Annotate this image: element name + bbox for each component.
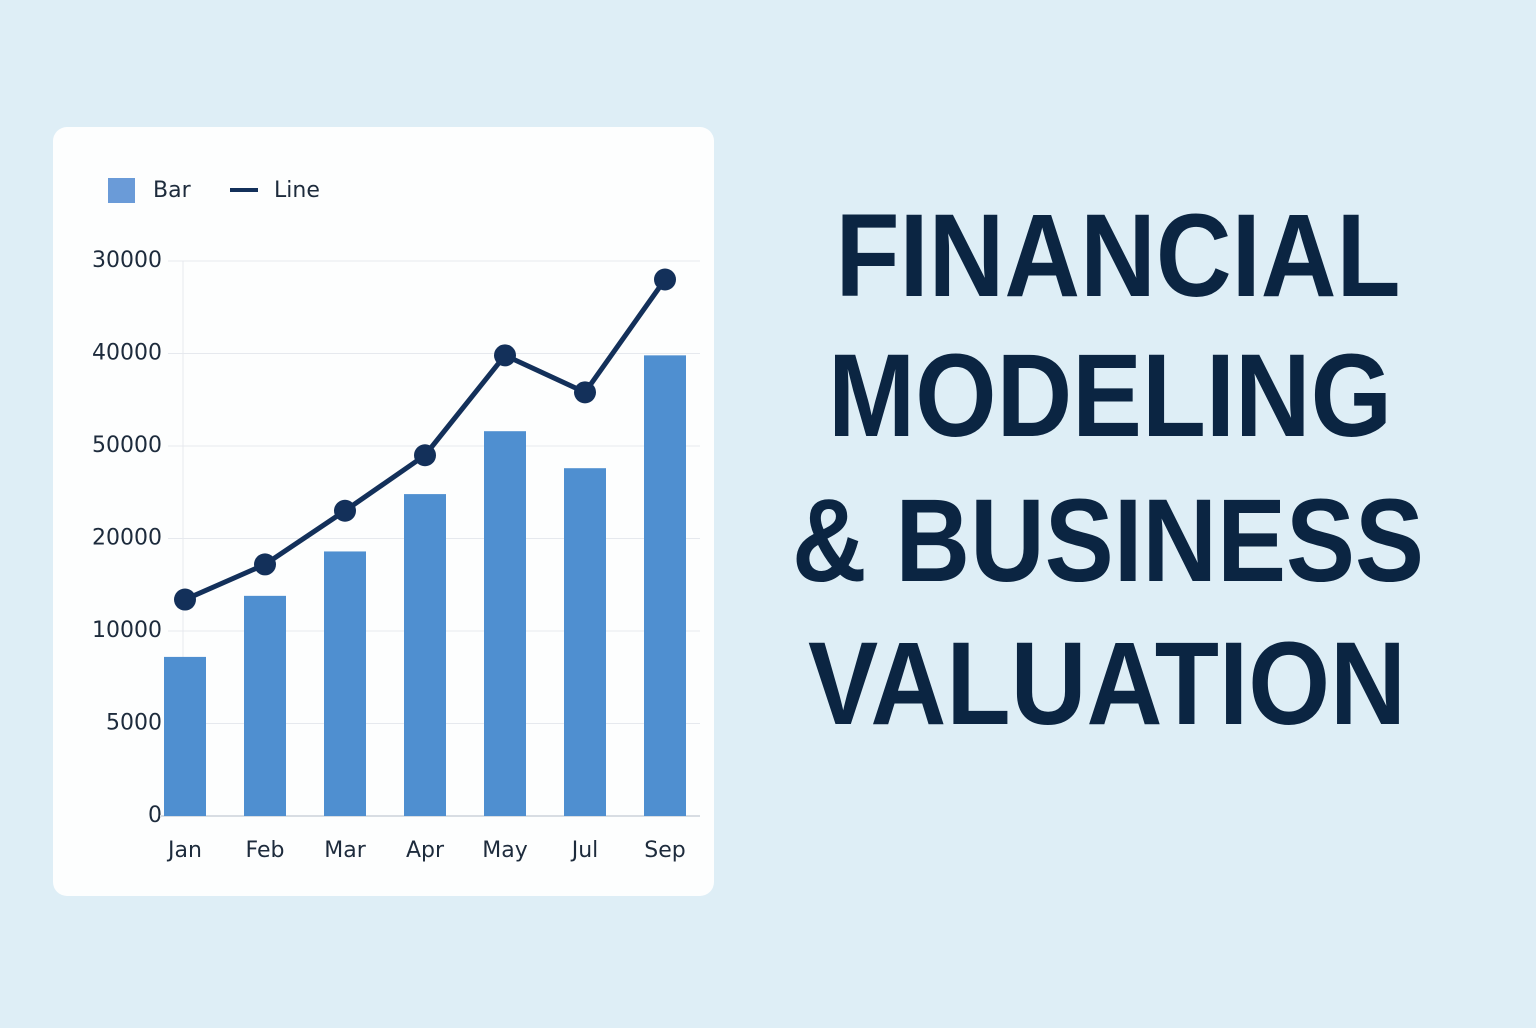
- y-tick-label: 50000: [92, 433, 162, 458]
- bar: [324, 551, 366, 816]
- heading-line: MODELING: [828, 330, 1392, 462]
- x-tick-label: Jul: [570, 838, 599, 863]
- line-point: [494, 344, 516, 367]
- legend-label: Bar: [153, 178, 192, 203]
- bar: [164, 656, 206, 816]
- heading-line: & BUSINESS: [792, 475, 1424, 607]
- legend-swatch: [108, 178, 135, 203]
- line-point: [254, 553, 276, 576]
- bar: [244, 595, 286, 816]
- bar: [404, 494, 446, 816]
- y-tick-label: 40000: [92, 341, 162, 366]
- x-tick-label: Jan: [166, 838, 202, 863]
- line-point: [654, 268, 676, 291]
- bar: [484, 431, 526, 816]
- y-tick-label: 10000: [92, 618, 162, 643]
- y-tick-label: 5000: [106, 711, 162, 736]
- y-tick-label: 20000: [92, 526, 162, 551]
- x-tick-label: Apr: [406, 838, 445, 863]
- heading-line: FINANCIAL: [836, 190, 1401, 322]
- line-point: [334, 499, 356, 522]
- y-tick-label: 0: [148, 803, 162, 828]
- y-tick-label: 30000: [92, 248, 162, 273]
- chart-card: [53, 127, 714, 896]
- heading-line: VALUATION: [808, 618, 1406, 750]
- x-tick-label: May: [482, 838, 527, 863]
- bar: [564, 468, 606, 816]
- legend-label: Line: [274, 178, 320, 203]
- x-tick-label: Sep: [644, 838, 685, 863]
- x-tick-label: Mar: [324, 838, 366, 863]
- line-point: [174, 588, 196, 611]
- line-point: [574, 381, 596, 404]
- bar: [644, 355, 686, 816]
- x-tick-label: Feb: [246, 838, 285, 863]
- line-point: [414, 444, 436, 467]
